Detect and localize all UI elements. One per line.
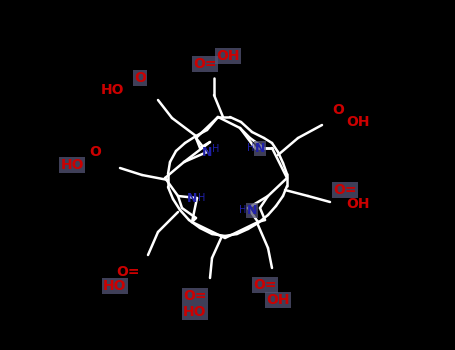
Text: O=: O= (183, 289, 207, 303)
Text: HO: HO (60, 158, 84, 172)
Text: H: H (198, 193, 206, 203)
Text: H: H (212, 144, 220, 154)
Text: O: O (332, 103, 344, 117)
Text: OH: OH (216, 49, 240, 63)
Text: N: N (187, 191, 197, 204)
Text: O: O (134, 71, 146, 85)
Text: HO: HO (183, 305, 207, 319)
Text: N: N (247, 203, 257, 217)
Text: OH: OH (266, 293, 290, 307)
Text: N: N (202, 146, 212, 159)
Text: H: H (248, 143, 255, 153)
Text: HO: HO (100, 83, 124, 97)
Text: O=: O= (193, 57, 217, 71)
Text: N: N (255, 141, 265, 154)
Text: O=: O= (116, 265, 140, 279)
Text: O=: O= (253, 278, 277, 292)
Text: OH: OH (346, 115, 370, 129)
Text: OH: OH (346, 197, 370, 211)
Text: HO: HO (103, 279, 127, 293)
Text: O=: O= (333, 183, 357, 197)
Text: H: H (239, 205, 247, 215)
Text: O: O (89, 145, 101, 159)
